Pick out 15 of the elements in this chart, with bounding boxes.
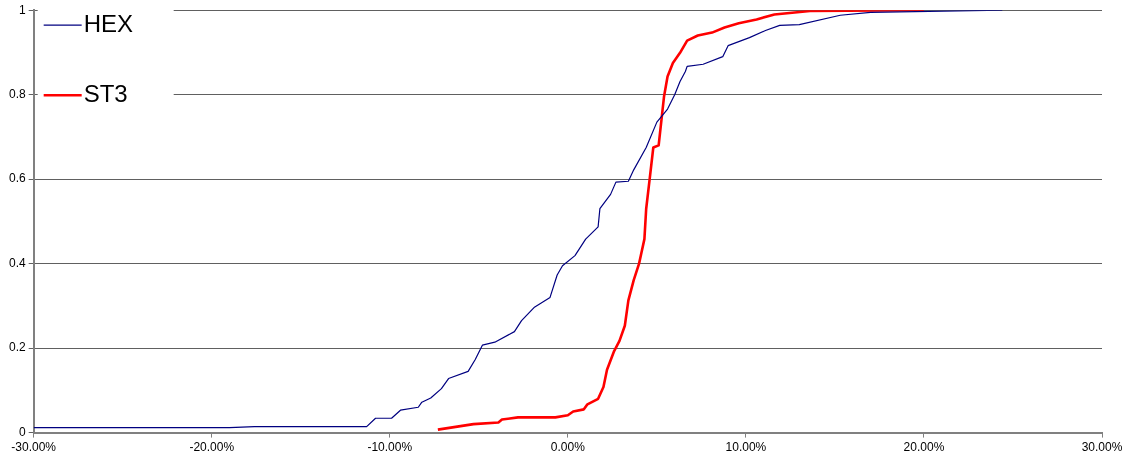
x-tick-label: -10.00% <box>367 440 413 455</box>
y-tick-label: 1 <box>18 2 26 17</box>
x-tick-label: 30.00% <box>1081 440 1123 455</box>
y-tick-label: 0.2 <box>8 340 26 355</box>
legend-label: HEX <box>83 9 134 37</box>
y-tick-label: 0.4 <box>8 255 26 270</box>
legend-label: ST3 <box>83 79 128 107</box>
x-tick-label: -30.00% <box>11 440 57 455</box>
y-tick-label: 0.8 <box>8 86 26 101</box>
y-tick-label: 0 <box>18 424 26 439</box>
x-tick-label: 10.00% <box>725 440 767 455</box>
y-tick-label: 0.6 <box>8 171 26 186</box>
x-tick-label: -20.00% <box>189 440 235 455</box>
x-tick-label: 0.00% <box>550 440 586 455</box>
x-tick-label: 20.00% <box>903 440 945 455</box>
